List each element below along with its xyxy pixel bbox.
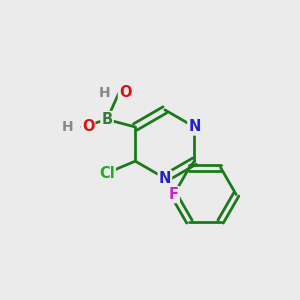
- Text: B: B: [101, 112, 112, 127]
- Text: H: H: [99, 86, 111, 100]
- Text: O: O: [119, 85, 131, 100]
- Text: O: O: [82, 119, 94, 134]
- Text: N: N: [159, 171, 171, 186]
- Text: H: H: [62, 120, 74, 134]
- Text: Cl: Cl: [99, 166, 115, 181]
- Text: F: F: [169, 187, 179, 202]
- Text: N: N: [188, 119, 201, 134]
